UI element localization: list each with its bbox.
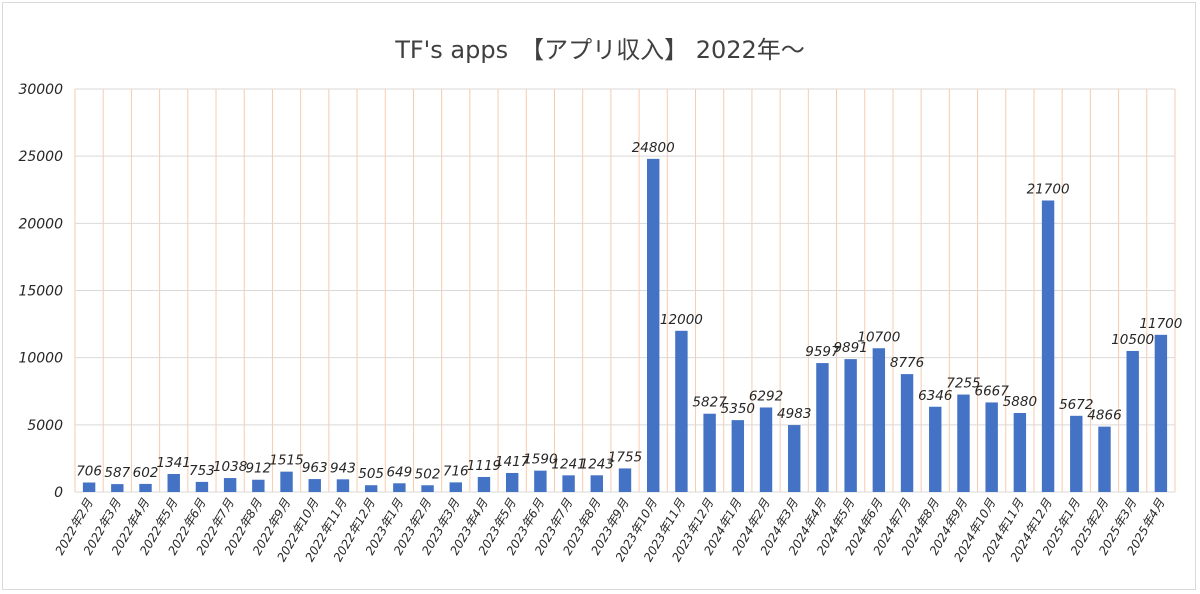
- data-label: 943: [330, 460, 356, 476]
- bar: [1013, 413, 1027, 492]
- data-label: 7255: [946, 376, 980, 392]
- data-label: 8776: [890, 355, 924, 371]
- y-tick-label: 10000: [18, 351, 63, 367]
- y-tick-label: 20000: [18, 216, 63, 232]
- bar: [167, 473, 180, 492]
- data-label: 5672: [1059, 397, 1093, 413]
- bar: [929, 406, 942, 492]
- bar: [252, 479, 265, 492]
- bar: [759, 407, 773, 492]
- data-label: 4983: [777, 406, 811, 422]
- data-label: 1241: [551, 456, 585, 472]
- bar: [223, 478, 237, 492]
- data-label: 912: [245, 461, 271, 477]
- bar: [1098, 426, 1111, 492]
- data-label: 716: [443, 463, 469, 479]
- bar: [562, 475, 575, 492]
- bar: [731, 420, 745, 492]
- data-label: 706: [76, 464, 102, 480]
- x-axis-ticks: 2022年2月2022年3月2022年4月2022年5月2022年6月2022年…: [52, 496, 1168, 564]
- bar: [477, 476, 491, 492]
- bar: [308, 479, 321, 492]
- data-label: 1119: [467, 458, 501, 474]
- bar: [421, 485, 434, 492]
- bar: [336, 479, 350, 492]
- chart-title: TF's apps 【アプリ収入】 2022年〜: [394, 36, 805, 64]
- data-label: 1755: [608, 449, 642, 465]
- data-label: 4866: [1087, 408, 1121, 424]
- grid: [74, 88, 1176, 493]
- data-label: 753: [189, 463, 215, 479]
- bar: [788, 425, 801, 492]
- data-label: 9597: [805, 344, 840, 360]
- bar: [618, 468, 632, 492]
- bar: [1154, 334, 1168, 492]
- y-tick-label: 25000: [18, 149, 63, 165]
- data-label: 1038: [213, 459, 247, 475]
- data-label: 649: [386, 464, 412, 480]
- data-label: 10700: [857, 329, 900, 345]
- bar: [1126, 350, 1139, 492]
- y-tick-label: 5000: [27, 418, 63, 434]
- data-label: 11700: [1139, 316, 1182, 332]
- bar: [703, 413, 716, 492]
- data-label: 24800: [632, 140, 675, 156]
- bar: [872, 348, 886, 492]
- bar: [816, 363, 829, 492]
- bar: [195, 481, 209, 492]
- bar: [505, 472, 519, 492]
- data-label: 1590: [523, 452, 557, 468]
- bar: [900, 374, 914, 492]
- data-label: 6292: [749, 388, 783, 404]
- data-label: 10500: [1111, 332, 1154, 348]
- bar: [1070, 415, 1083, 492]
- bar: [844, 359, 857, 492]
- y-axis-ticks: 0 5000 10000 15000 20000 25000 30000: [18, 82, 63, 501]
- data-label: 502: [415, 466, 441, 482]
- bar-chart: TF's apps 【アプリ収入】 2022年〜 0 5000 10000 15000…: [18, 36, 1182, 564]
- y-tick-label: 0: [54, 485, 63, 501]
- bar: [393, 483, 406, 492]
- bar: [985, 402, 998, 492]
- data-label: 587: [104, 465, 130, 481]
- bar: [111, 484, 124, 492]
- bar: [957, 394, 970, 492]
- bar: [1041, 200, 1055, 492]
- data-label: 6667: [974, 383, 1009, 399]
- bar: [534, 470, 547, 492]
- bar: [449, 482, 462, 492]
- data-label: 1341: [157, 455, 191, 471]
- data-label: 21700: [1027, 181, 1070, 197]
- data-label: 1417: [495, 454, 530, 470]
- data-label: 963: [302, 460, 328, 476]
- data-label: 12000: [660, 312, 703, 328]
- data-label: 5350: [721, 401, 755, 417]
- data-label: 1515: [269, 453, 303, 469]
- data-label: 5880: [1003, 394, 1037, 410]
- y-tick-label: 30000: [18, 82, 63, 98]
- bar: [364, 485, 378, 492]
- data-label: 505: [358, 466, 384, 482]
- bar: [675, 330, 688, 492]
- data-label: 602: [133, 465, 159, 481]
- data-label: 1243: [580, 456, 614, 472]
- bar: [82, 482, 96, 492]
- bar: [280, 471, 293, 492]
- data-label: 9891: [833, 340, 867, 356]
- bar: [139, 483, 152, 492]
- data-label: 5827: [692, 395, 727, 411]
- y-tick-label: 15000: [18, 284, 63, 300]
- bar: [647, 158, 660, 492]
- data-label: 6346: [918, 388, 952, 404]
- bars: [82, 158, 1168, 492]
- bar: [590, 475, 603, 492]
